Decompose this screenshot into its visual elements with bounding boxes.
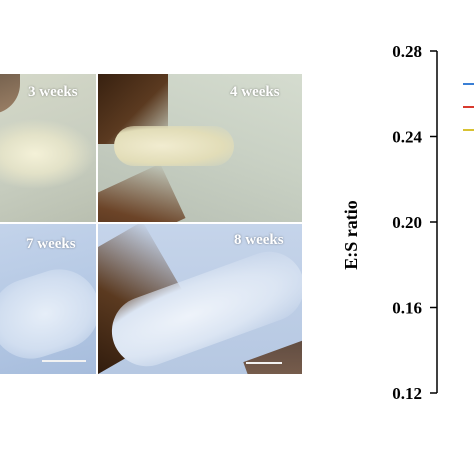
micrograph-7-weeks: 7 weeks bbox=[0, 224, 96, 374]
legend bbox=[463, 83, 474, 131]
y-tick-label: 0.20 bbox=[392, 213, 422, 232]
y-tick-label: 0.28 bbox=[392, 42, 422, 61]
micrograph-3-weeks: 3 weeks bbox=[0, 74, 96, 222]
micrograph-8-weeks: 8 weeks bbox=[98, 224, 302, 374]
panel-label-4-weeks: 4 weeks bbox=[230, 84, 280, 100]
micrograph-4-weeks: 4 weeks bbox=[98, 74, 302, 222]
y-axis-label: E:S ratio bbox=[341, 200, 361, 270]
y-tick-label: 0.24 bbox=[392, 128, 422, 147]
y-axis: 0.28 0.24 0.20 0.16 0.12 bbox=[392, 42, 438, 403]
scale-bar bbox=[42, 360, 86, 362]
y-tick-label: 0.16 bbox=[392, 299, 422, 318]
panel-label-7-weeks: 7 weeks bbox=[26, 236, 76, 252]
scale-bar bbox=[246, 362, 282, 364]
y-tick-label: 0.12 bbox=[392, 384, 422, 403]
panel-label-8-weeks: 8 weeks bbox=[234, 232, 284, 248]
panel-label-3-weeks: 3 weeks bbox=[28, 84, 78, 100]
